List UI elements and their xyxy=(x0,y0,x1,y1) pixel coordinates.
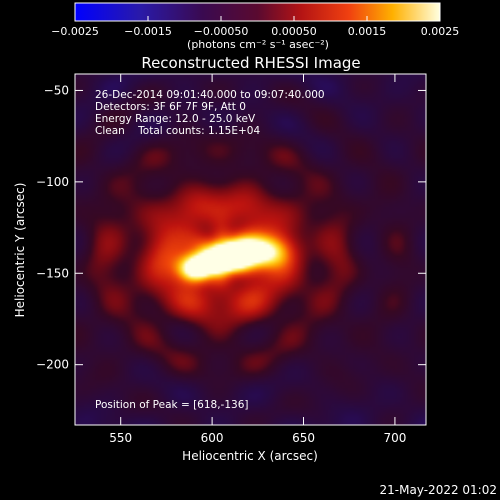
colorbar-tick-label: 0.0025 xyxy=(421,25,460,38)
annotation-time: 26-Dec-2014 09:01:40.000 to 09:07:40.000 xyxy=(95,89,325,101)
heatmap-image xyxy=(75,74,426,425)
plot-frame xyxy=(74,73,427,426)
y-tick-label: −150 xyxy=(36,266,69,280)
y-tick-label: −200 xyxy=(36,358,69,372)
colorbar-ticks xyxy=(74,16,441,21)
y-axis-ticks: −50 −100 −150 −200 xyxy=(36,83,426,372)
colorbar-tick-label: −0.0015 xyxy=(124,25,172,38)
x-tick-label: 700 xyxy=(383,431,406,445)
x-tick-label: 650 xyxy=(292,431,315,445)
colorbar-unit-label: (photons cm⁻² s⁻¹ asec⁻²) xyxy=(187,38,329,51)
plot-annotations: 26-Dec-2014 09:01:40.000 to 09:07:40.000… xyxy=(95,89,325,411)
annotation-peak: Position of Peak = [618,-136] xyxy=(95,399,249,411)
colorbar-tick-label: −0.00050 xyxy=(194,25,249,38)
y-axis-label: Heliocentric Y (arcsec) xyxy=(13,183,27,318)
colorbar-gradient xyxy=(74,2,441,22)
x-axis-label: Heliocentric X (arcsec) xyxy=(182,449,318,463)
y-tick-label: −50 xyxy=(44,83,69,97)
y-tick-label: −100 xyxy=(36,175,69,189)
annotation-energy: Energy Range: 12.0 - 25.0 keV xyxy=(95,113,256,125)
annotation-detectors: Detectors: 3F 6F 7F 9F, Att 0 xyxy=(95,101,246,113)
x-tick-label: 600 xyxy=(201,431,224,445)
chart-title: Reconstructed RHESSI Image xyxy=(141,54,360,72)
x-axis-ticks: 550 600 650 700 xyxy=(109,74,406,445)
colorbar-tick-labels: −0.0025 −0.0015 −0.00050 0.00050 0.0015 0.002… xyxy=(51,25,459,38)
colorbar-tick-label: 0.0015 xyxy=(348,25,387,38)
colorbar-tick-label: 0.00050 xyxy=(271,25,317,38)
x-tick-label: 550 xyxy=(109,431,132,445)
annotation-clean: Clean Total counts: 1.15E+04 xyxy=(95,125,260,137)
footer-timestamp: 21-May-2022 01:02 xyxy=(380,483,497,497)
colorbar: −0.0025 −0.0015 −0.00050 0.00050 0.0015 0.002… xyxy=(51,2,459,51)
plot-area: 550 600 650 700 −50 −100 −150 −200 xyxy=(36,73,427,445)
colorbar-tick-label: −0.0025 xyxy=(51,25,99,38)
